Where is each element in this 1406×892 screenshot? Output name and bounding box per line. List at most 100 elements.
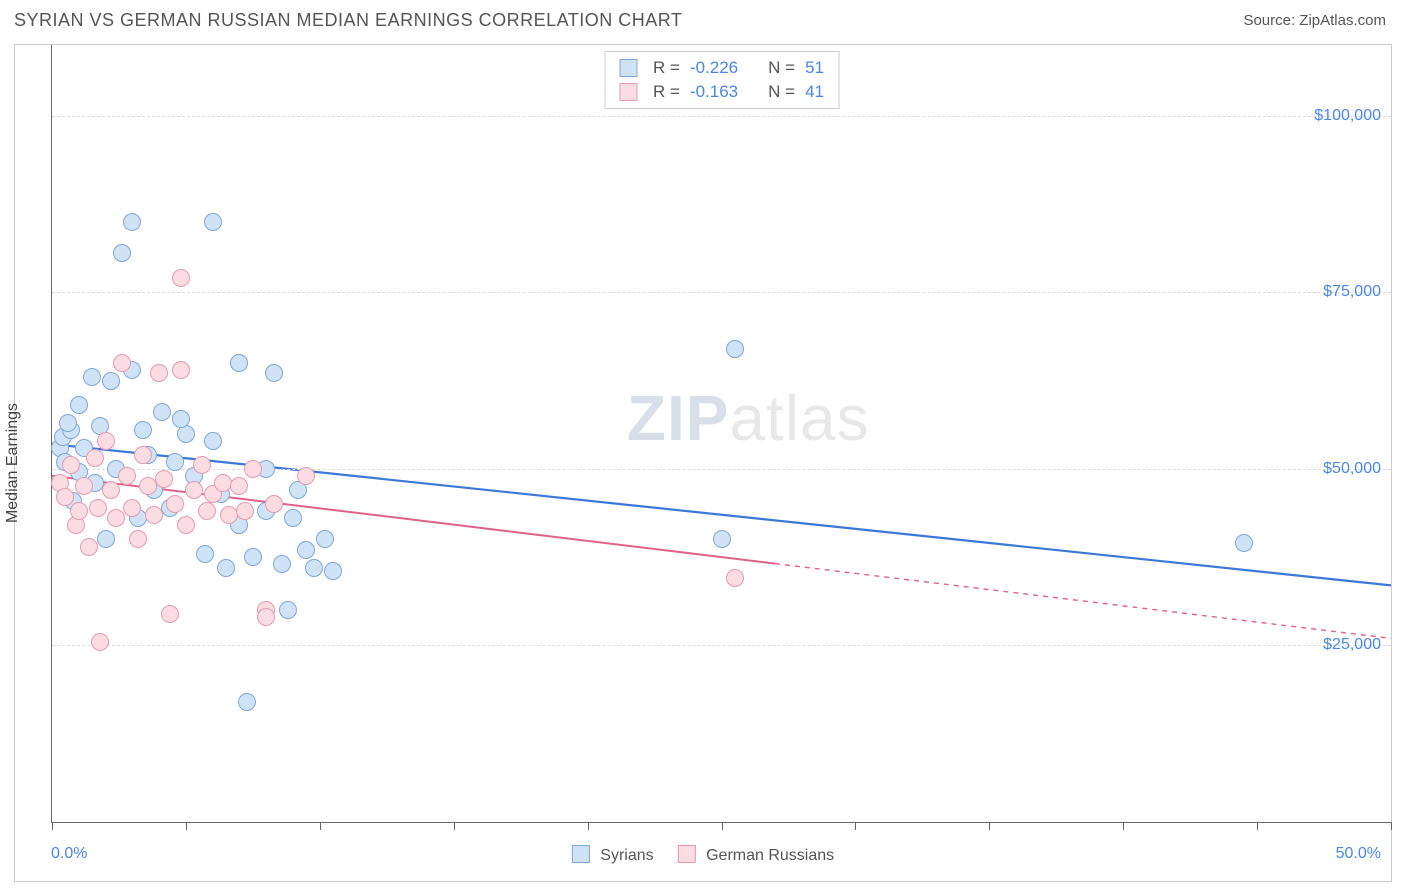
scatter-point	[230, 477, 248, 495]
r-value: -0.226	[690, 58, 738, 78]
scatter-point	[80, 538, 98, 556]
legend-item-german-russians: German Russians	[678, 845, 835, 865]
scatter-point	[102, 372, 120, 390]
scatter-point	[297, 541, 315, 559]
plot-area: ZIPatlas R = -0.226 N = 51 R = -0.163 N …	[51, 45, 1391, 823]
y-tick-label: $50,000	[1323, 460, 1381, 478]
source-label: Source: ZipAtlas.com	[1243, 12, 1386, 29]
scatter-point	[161, 605, 179, 623]
chart-title: SYRIAN VS GERMAN RUSSIAN MEDIAN EARNINGS…	[14, 10, 682, 31]
scatter-point	[257, 608, 275, 626]
x-tick	[989, 822, 990, 830]
scatter-point	[75, 477, 93, 495]
scatter-point	[279, 601, 297, 619]
x-tick	[1391, 822, 1392, 830]
scatter-point	[1235, 534, 1253, 552]
scatter-point	[70, 502, 88, 520]
x-tick	[1257, 822, 1258, 830]
x-tick	[454, 822, 455, 830]
scatter-point	[155, 470, 173, 488]
scatter-point	[150, 364, 168, 382]
scatter-point	[204, 213, 222, 231]
x-tick	[855, 822, 856, 830]
scatter-point	[113, 354, 131, 372]
scatter-point	[316, 530, 334, 548]
scatter-point	[185, 481, 203, 499]
gridline	[52, 116, 1391, 117]
x-tick	[1123, 822, 1124, 830]
n-value: 41	[805, 82, 824, 102]
scatter-point	[129, 530, 147, 548]
scatter-point	[297, 467, 315, 485]
scatter-point	[324, 562, 342, 580]
legend-row-syrians: R = -0.226 N = 51	[619, 56, 824, 80]
chart-container: Median Earnings ZIPatlas R = -0.226 N = …	[14, 44, 1392, 882]
x-max-label: 50.0%	[1336, 845, 1381, 863]
scatter-point	[204, 432, 222, 450]
scatter-point	[97, 530, 115, 548]
scatter-point	[118, 467, 136, 485]
scatter-point	[726, 340, 744, 358]
scatter-point	[265, 495, 283, 513]
swatch-icon	[678, 845, 696, 863]
scatter-point	[172, 269, 190, 287]
scatter-point	[726, 569, 744, 587]
y-tick-label: $75,000	[1323, 283, 1381, 301]
scatter-point	[89, 499, 107, 517]
r-value: -0.163	[690, 82, 738, 102]
scatter-point	[70, 396, 88, 414]
scatter-point	[86, 449, 104, 467]
y-tick-label: $100,000	[1314, 107, 1381, 125]
scatter-point	[123, 213, 141, 231]
y-axis-label: Median Earnings	[4, 403, 22, 523]
scatter-point	[244, 460, 262, 478]
x-tick	[52, 822, 53, 830]
scatter-point	[59, 414, 77, 432]
scatter-point	[56, 488, 74, 506]
scatter-point	[236, 502, 254, 520]
x-tick	[588, 822, 589, 830]
gridline	[52, 292, 1391, 293]
n-value: 51	[805, 58, 824, 78]
x-min-label: 0.0%	[51, 845, 87, 863]
scatter-point	[134, 421, 152, 439]
scatter-point	[217, 559, 235, 577]
scatter-point	[166, 495, 184, 513]
scatter-point	[193, 456, 211, 474]
x-tick	[186, 822, 187, 830]
scatter-point	[230, 354, 248, 372]
scatter-point	[305, 559, 323, 577]
swatch-icon	[572, 845, 590, 863]
swatch-icon	[619, 59, 637, 77]
scatter-point	[244, 548, 262, 566]
scatter-point	[196, 545, 214, 563]
scatter-point	[177, 516, 195, 534]
scatter-point	[83, 368, 101, 386]
scatter-point	[102, 481, 120, 499]
legend-row-german-russians: R = -0.163 N = 41	[619, 80, 824, 104]
scatter-point	[172, 361, 190, 379]
scatter-point	[91, 633, 109, 651]
x-tick	[320, 822, 321, 830]
scatter-point	[134, 446, 152, 464]
scatter-point	[62, 456, 80, 474]
x-tick	[722, 822, 723, 830]
scatter-point	[97, 432, 115, 450]
scatter-point	[265, 364, 283, 382]
scatter-point	[284, 509, 302, 527]
scatter-point	[123, 499, 141, 517]
gridline	[52, 645, 1391, 646]
scatter-point	[107, 509, 125, 527]
scatter-point	[713, 530, 731, 548]
scatter-point	[198, 502, 216, 520]
scatter-point	[238, 693, 256, 711]
scatter-point	[145, 506, 163, 524]
scatter-point	[273, 555, 291, 573]
swatch-icon	[619, 83, 637, 101]
legend-item-syrians: Syrians	[572, 845, 654, 865]
scatter-point	[214, 474, 232, 492]
scatter-point	[113, 244, 131, 262]
scatter-point	[153, 403, 171, 421]
correlation-legend: R = -0.226 N = 51 R = -0.163 N = 41	[604, 51, 839, 109]
scatter-point	[172, 410, 190, 428]
